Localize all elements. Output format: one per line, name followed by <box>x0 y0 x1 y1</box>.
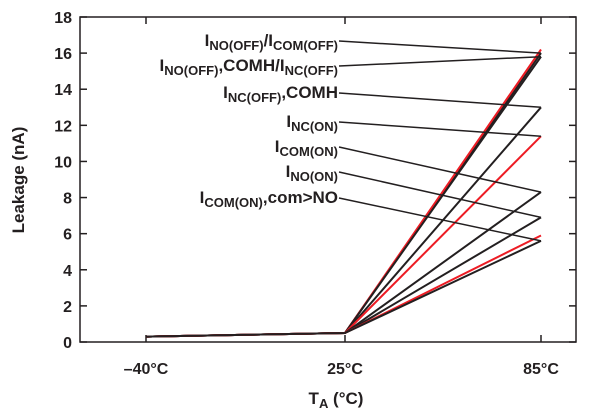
annotation-label-part: NC(ON) <box>291 119 338 134</box>
annotation-label-part: I <box>286 162 291 181</box>
annotation-label-part: NC(OFF) <box>228 90 281 105</box>
annotation-label-part: ,com>NO <box>263 188 338 207</box>
y-tick-label: 10 <box>54 154 72 171</box>
annotation-leader-line <box>338 55 542 67</box>
annotation-leader-line <box>338 197 542 242</box>
annotation-leader-line <box>338 146 542 193</box>
y-tick-label: 18 <box>54 10 72 27</box>
annotation-label: INO(ON) <box>286 162 338 184</box>
annotation-leader-line <box>338 92 542 109</box>
annotation-label: INC(ON) <box>286 112 338 134</box>
annotation-label-part: /I <box>264 31 273 50</box>
x-axis-title-unit: (°C) <box>328 389 363 408</box>
annotation-label-part: ,COMH <box>218 56 275 75</box>
series-line-8 <box>145 234 542 338</box>
x-tick-label: 85°C <box>523 361 559 378</box>
annotation-label-part: I <box>205 31 210 50</box>
annotation-label-part: I <box>160 56 165 75</box>
annotation-5: ICOM(ON) <box>275 137 542 193</box>
series-group <box>145 48 542 338</box>
annotation-leader-line <box>338 171 542 219</box>
annotation-label-part: NC(OFF) <box>285 63 338 78</box>
annotation-label-part: COM(ON) <box>280 144 339 159</box>
x-axis-title-main: T <box>309 389 320 408</box>
plot-frame <box>79 16 577 343</box>
y-tick-label: 8 <box>63 191 72 208</box>
annotation-label: INC(OFF),COMH <box>223 83 338 105</box>
x-tick-label: –40°C <box>124 361 169 378</box>
x-axis-title-subscript: A <box>319 396 329 411</box>
y-axis-title: Leakage (nA) <box>9 127 28 234</box>
annotation-label-part: I <box>286 112 291 131</box>
annotation-label-part: NO(OFF) <box>164 63 218 78</box>
annotation-label-part: /I <box>275 56 284 75</box>
annotation-leader-line <box>338 40 542 54</box>
annotation-label: INO(OFF)/ICOM(OFF) <box>205 31 338 53</box>
annotation-label: ICOM(ON),com>NO <box>200 188 338 210</box>
series-line-2 <box>145 48 542 338</box>
x-tick-label: 25°C <box>327 361 363 378</box>
y-tick-label: 16 <box>54 46 72 63</box>
annotation-label-part: COM(ON) <box>204 195 263 210</box>
y-tick-label: 12 <box>54 118 72 135</box>
annotation-3: INC(OFF),COMH <box>223 83 542 109</box>
y-tick-label: 6 <box>63 227 72 244</box>
axes: 0 2 4 6 8 10 12 14 16 18 –40°C 25°C 85°C <box>54 10 577 378</box>
annotation-4: INC(ON) <box>286 112 542 137</box>
annotation-label-part: NO(ON) <box>290 169 338 184</box>
annotation-label-part: I <box>223 83 228 102</box>
x-axis-title: TA (°C) <box>309 389 364 411</box>
annotation-label-part: NO(OFF) <box>209 38 263 53</box>
annotation-2: INO(OFF),COMH/INC(OFF) <box>160 55 542 78</box>
y-tick-label: 2 <box>63 299 72 316</box>
annotation-label-part: I <box>275 137 280 156</box>
annotation-6: INO(ON) <box>286 162 542 219</box>
annotation-label: ICOM(ON) <box>275 137 338 159</box>
annotation-label-part: ,COMH <box>281 83 338 102</box>
annotation-label: INO(OFF),COMH/INC(OFF) <box>160 56 338 78</box>
series-line-5 <box>145 135 542 338</box>
annotation-group: INO(OFF)/ICOM(OFF)INO(OFF),COMH/INC(OFF)… <box>160 31 542 242</box>
y-tick-label: 0 <box>63 335 72 352</box>
annotation-leader-line <box>338 121 542 137</box>
y-tick-label: 14 <box>54 82 72 99</box>
annotation-1: INO(OFF)/ICOM(OFF) <box>205 31 542 54</box>
annotation-7: ICOM(ON),com>NO <box>200 188 542 242</box>
annotation-label-part: COM(OFF) <box>273 38 338 53</box>
series-line-9 <box>145 239 542 338</box>
annotation-label-part: I <box>200 188 205 207</box>
y-tick-label: 4 <box>63 263 72 280</box>
